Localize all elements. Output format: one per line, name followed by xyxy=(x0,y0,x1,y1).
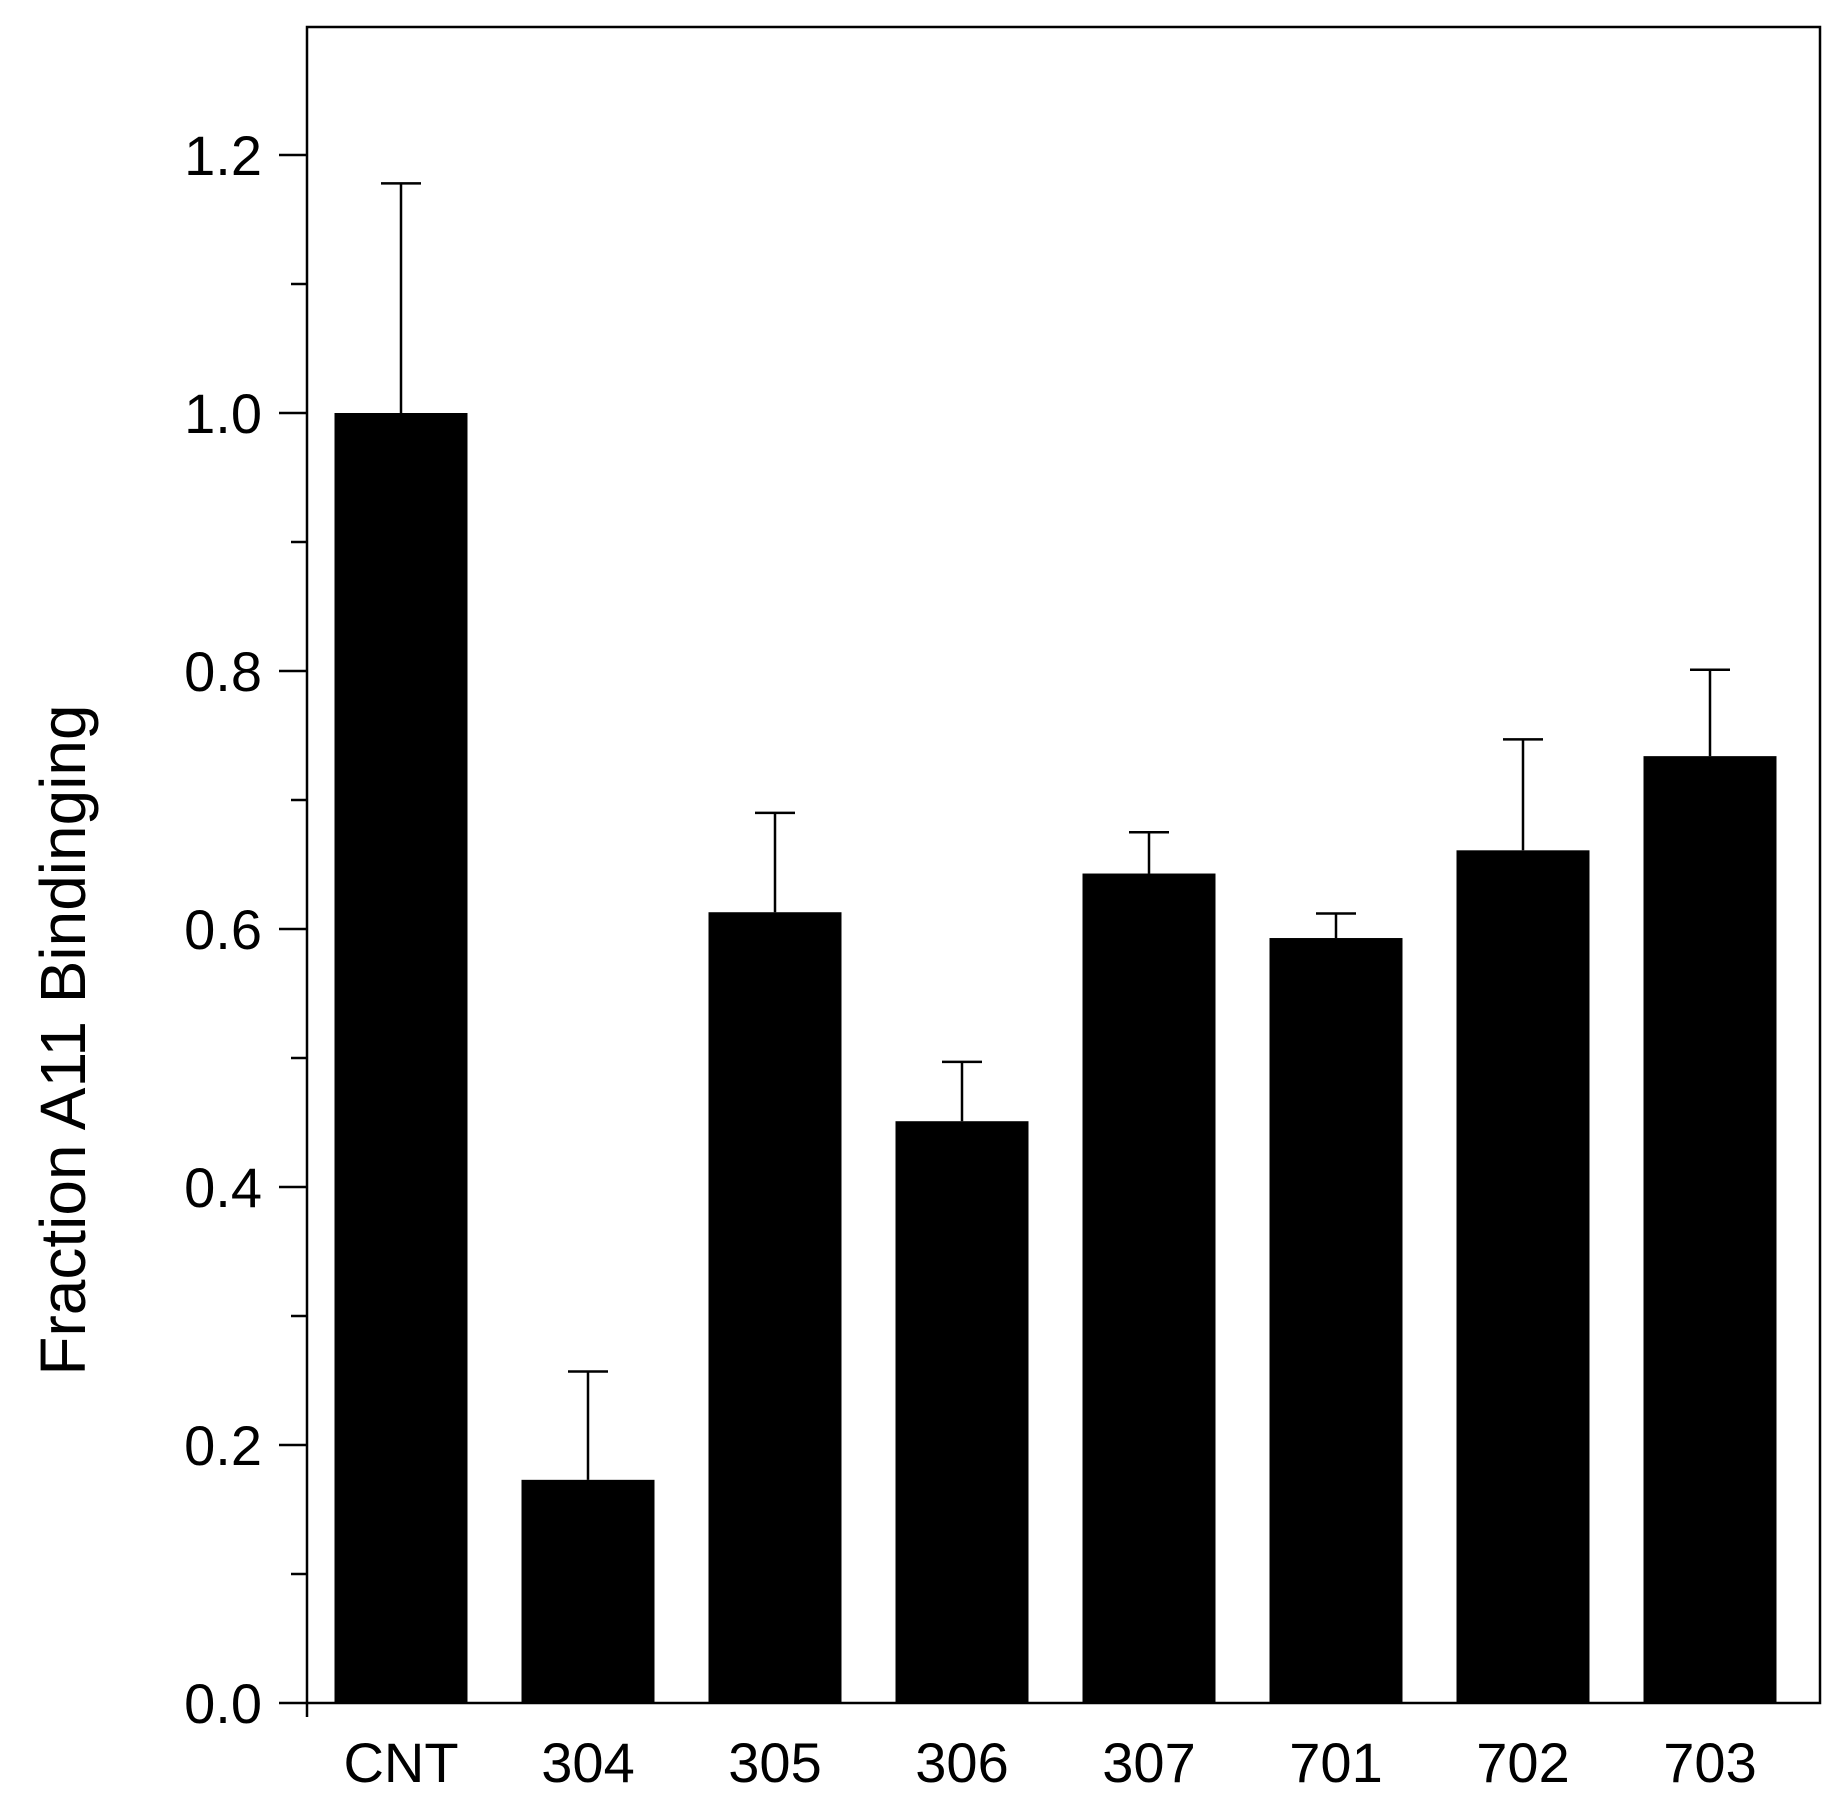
bar-307 xyxy=(1082,873,1216,1703)
y-tick-label: 0.0 xyxy=(184,1672,262,1735)
y-tick-label: 1.0 xyxy=(184,382,262,445)
error-bars xyxy=(381,182,1730,1480)
plot-frame xyxy=(305,25,1822,1717)
x-tick-label-701: 701 xyxy=(1289,1731,1382,1794)
y-axis-title: Fraction A11 Bindinging xyxy=(27,704,99,1375)
bar-306 xyxy=(895,1121,1029,1703)
y-tick-label: 0.2 xyxy=(184,1414,262,1477)
y-tick-label: 1.2 xyxy=(184,124,262,187)
plot-border xyxy=(305,25,1822,1705)
y-tick-label: 0.6 xyxy=(184,898,262,961)
x-tick-label-307: 307 xyxy=(1102,1731,1195,1794)
bar-304 xyxy=(521,1479,655,1703)
y-tick-label: 0.8 xyxy=(184,640,262,703)
x-tick-label-703: 703 xyxy=(1663,1731,1756,1794)
y-axis-ticks: 0.0 0.2 0.4 0.6 0.8 1.0 1.2 xyxy=(184,124,307,1735)
bar-305 xyxy=(708,912,842,1703)
bar-703 xyxy=(1643,756,1777,1703)
x-axis-tick-labels: CNT 304 305 306 307 701 702 703 xyxy=(343,1731,1756,1794)
x-tick-label-702: 702 xyxy=(1476,1731,1569,1794)
bar-702 xyxy=(1456,850,1590,1703)
y-tick-label: 0.4 xyxy=(184,1156,262,1219)
x-tick-label-cnt: CNT xyxy=(343,1731,458,1794)
bar-cnt xyxy=(334,413,468,1703)
bar-701 xyxy=(1269,938,1403,1703)
x-tick-label-306: 306 xyxy=(915,1731,1008,1794)
bars xyxy=(334,413,1777,1703)
x-tick-label-305: 305 xyxy=(728,1731,821,1794)
x-tick-label-304: 304 xyxy=(541,1731,634,1794)
